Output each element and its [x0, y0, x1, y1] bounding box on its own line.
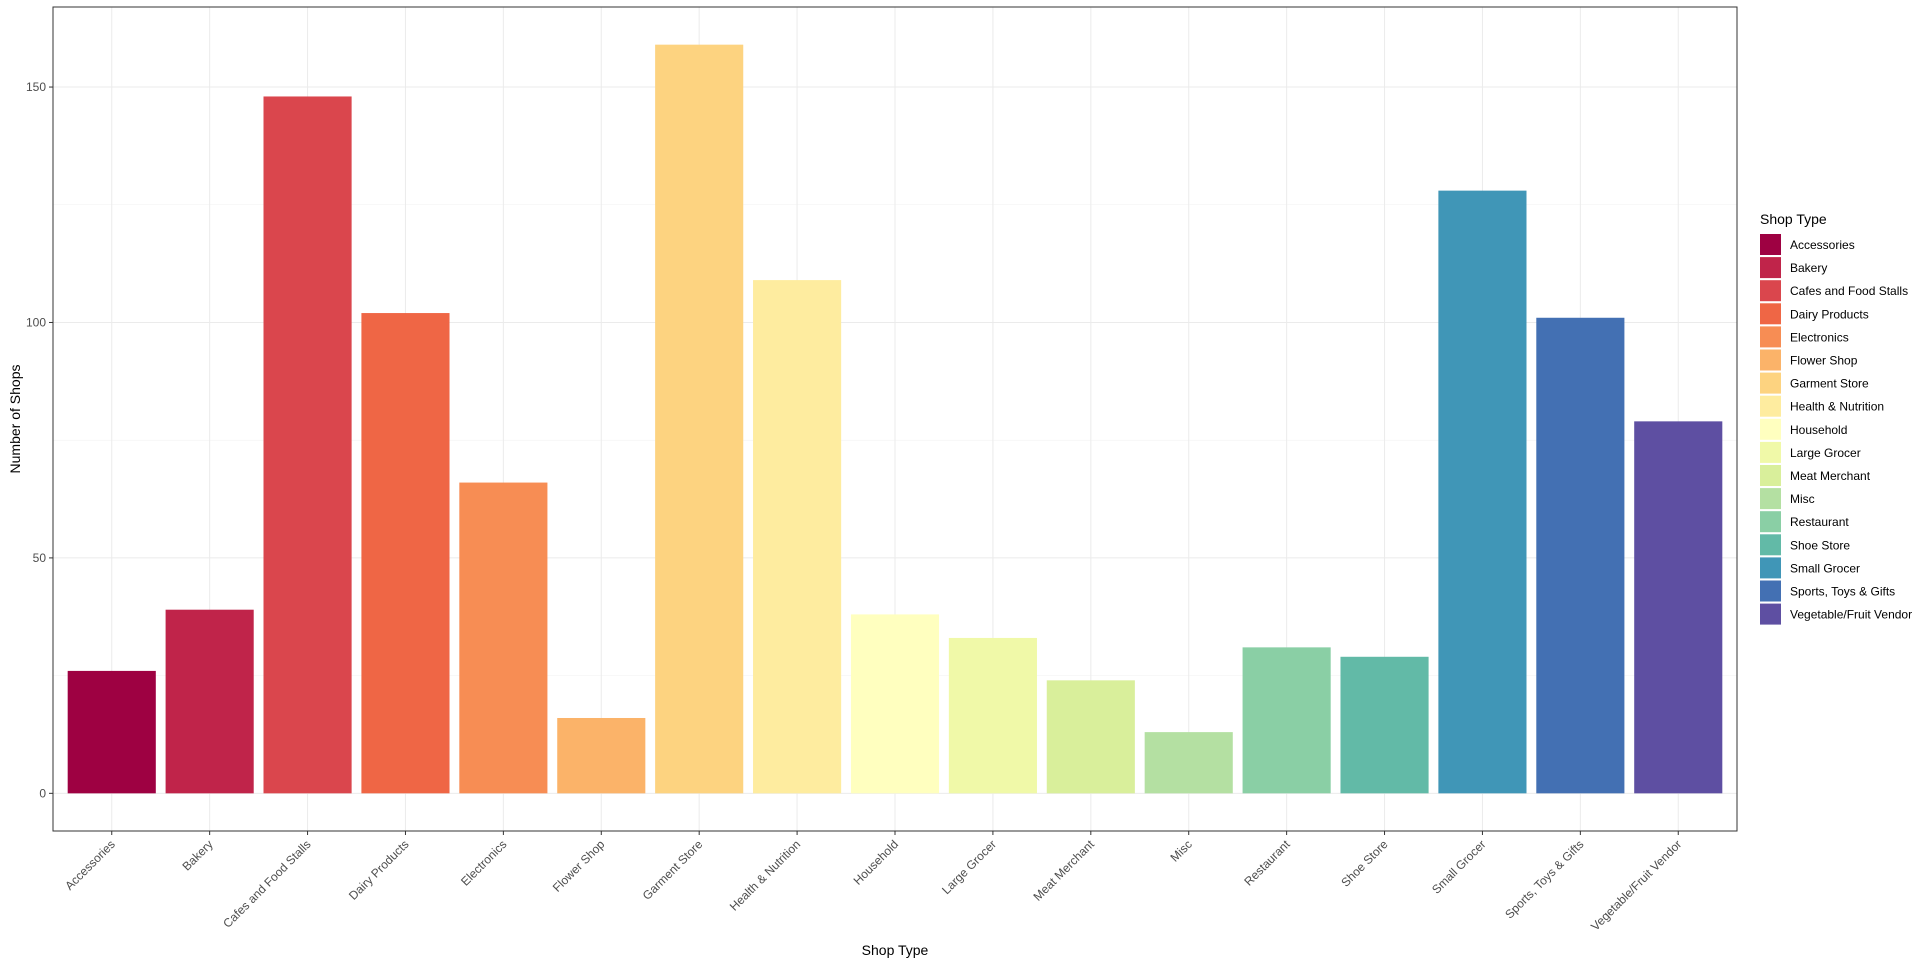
legend-key — [1760, 349, 1781, 371]
legend-key — [1760, 557, 1781, 579]
legend-label: Accessories — [1790, 238, 1855, 252]
legend: Shop Type Accessories Bakery Cafes and Foo… — [1760, 211, 1912, 625]
legend-label: Shoe Store — [1790, 538, 1850, 552]
bar — [557, 717, 646, 794]
y-tick-label: 50 — [33, 551, 47, 565]
plot-area — [52, 6, 1738, 832]
bar — [1046, 680, 1135, 794]
legend-title: Shop Type — [1760, 211, 1827, 227]
legend-key — [1760, 326, 1781, 348]
legend-key — [1760, 441, 1781, 463]
legend-label: Vegetable/Fruit Vendor — [1790, 608, 1912, 622]
legend-label: Restaurant — [1790, 515, 1849, 529]
legend-label: Small Grocer — [1790, 561, 1860, 575]
legend-key — [1760, 511, 1781, 533]
y-axis: 0 50 100 150 — [26, 80, 53, 800]
bars — [67, 44, 1723, 794]
legend-label: Sports, Toys & Gifts — [1790, 585, 1895, 599]
legend-key — [1760, 372, 1781, 394]
legend-label: Health & Nutrition — [1790, 400, 1884, 414]
bar — [165, 609, 254, 794]
legend-key — [1760, 257, 1781, 279]
bar — [850, 614, 940, 794]
legend-label: Flower Shop — [1790, 354, 1858, 368]
legend-label: Misc — [1790, 492, 1815, 506]
legend-key — [1760, 534, 1781, 556]
y-tick-label: 0 — [39, 786, 46, 800]
legend-label: Household — [1790, 423, 1847, 437]
bar — [1634, 421, 1723, 794]
bar — [1242, 647, 1331, 794]
legend-label: Bakery — [1790, 261, 1827, 275]
bar — [361, 313, 450, 794]
bar — [1438, 190, 1527, 794]
legend-key — [1760, 280, 1781, 302]
legend-key — [1760, 418, 1781, 440]
bar — [459, 482, 548, 794]
legend-label: Garment Store — [1790, 377, 1869, 391]
legend-key — [1760, 580, 1781, 602]
y-tick-label: 100 — [26, 315, 46, 329]
bar — [263, 96, 352, 794]
x-axis-title: Shop Type — [862, 942, 929, 958]
bar — [753, 280, 842, 794]
y-axis-title: Number of Shops — [7, 365, 23, 474]
legend-label: Cafes and Food Stalls — [1790, 284, 1908, 298]
bar — [1536, 317, 1625, 794]
legend-key — [1760, 488, 1781, 510]
legend-key — [1760, 395, 1781, 417]
bar — [655, 44, 744, 794]
legend-key — [1760, 303, 1781, 325]
bar — [1340, 656, 1429, 794]
legend-key — [1760, 465, 1781, 486]
legend-key — [1760, 603, 1781, 625]
legend-label: Large Grocer — [1790, 446, 1861, 460]
legend-label: Meat Merchant — [1790, 469, 1871, 483]
legend-label: Dairy Products — [1790, 307, 1869, 321]
bar — [948, 637, 1037, 794]
bar — [1144, 732, 1233, 794]
legend-key — [1760, 234, 1781, 255]
bar — [67, 670, 156, 794]
y-tick-label: 150 — [26, 80, 46, 94]
legend-label: Electronics — [1790, 330, 1849, 344]
